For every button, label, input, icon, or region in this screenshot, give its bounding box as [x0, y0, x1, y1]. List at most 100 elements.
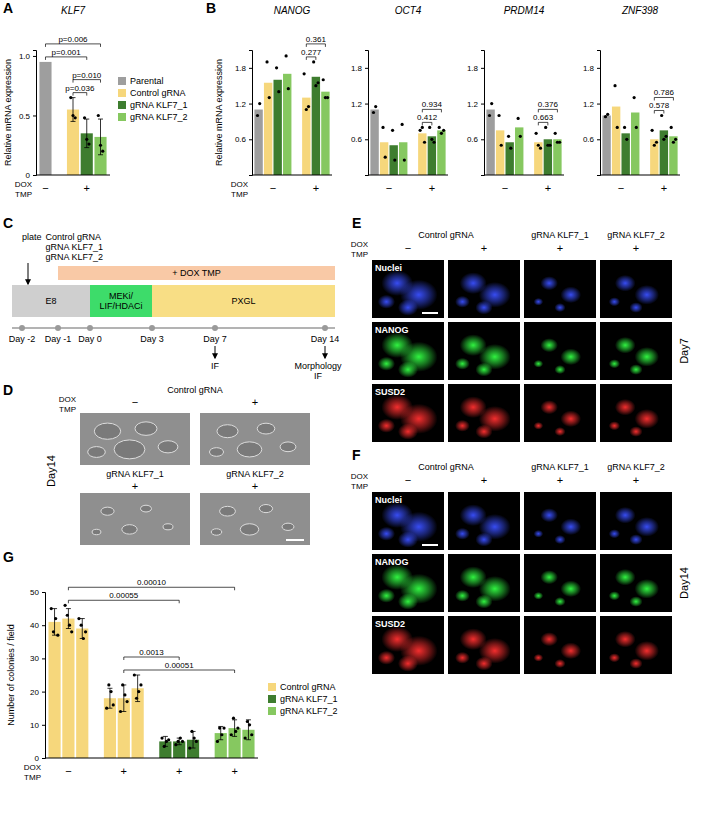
y-tick: 30: [30, 654, 45, 663]
bar: [62, 619, 74, 758]
y-axis-line: [33, 51, 37, 176]
day-label: Day -2: [9, 334, 36, 344]
scale-bar: [286, 539, 304, 541]
y-tick-mark: [42, 658, 45, 659]
data-point: [232, 717, 235, 720]
data-point: [139, 683, 142, 686]
micrograph: [448, 492, 520, 550]
data-point: [64, 604, 67, 607]
y-axis: 0.61.21.8: [235, 51, 253, 176]
figure: A00.51.0−+DOXTMPKLF7Relative mRNA expres…: [0, 0, 704, 817]
treatment-sign: −: [132, 396, 138, 408]
bar: [380, 142, 388, 175]
x-row-label: TMP: [15, 190, 32, 199]
p-value-label: 0.00051: [165, 661, 194, 670]
data-point: [653, 144, 656, 147]
bar: [418, 133, 426, 175]
micrograph: [372, 492, 444, 550]
panel-letter: A: [3, 0, 13, 16]
bar: [321, 92, 329, 175]
stage-label: LIF/HDACi: [99, 301, 142, 311]
significance-bracket: [306, 57, 316, 60]
treatment-sign: −: [405, 474, 411, 486]
y-tick: 0: [26, 171, 36, 180]
row-label: SUSD2: [375, 387, 405, 397]
x-category-label: −: [618, 182, 624, 194]
y-tick-mark: [249, 104, 252, 105]
data-point: [220, 733, 223, 736]
treatment-sign: −: [405, 242, 411, 254]
data-point: [101, 150, 104, 153]
treatment-sign: +: [252, 480, 258, 492]
stain-signal: [540, 338, 557, 352]
condition-label: TMP: [59, 405, 76, 414]
data-point: [234, 730, 237, 733]
data-point: [84, 630, 87, 633]
data-point: [218, 727, 221, 730]
y-tick: 1.0: [19, 52, 36, 61]
x-row-label: TMP: [24, 773, 41, 782]
chart-panel: A00.51.0−+DOXTMPKLF7Relative mRNA expres…: [3, 0, 188, 199]
y-tick-mark: [33, 115, 36, 116]
data-point: [287, 87, 290, 90]
bar: [669, 136, 677, 175]
data-point: [109, 690, 112, 693]
legend-swatch: [268, 695, 276, 703]
colony: [240, 524, 258, 535]
data-point: [606, 113, 609, 116]
error-bar: [191, 731, 196, 748]
y-tick: 20: [30, 688, 45, 697]
data-point: [258, 102, 261, 105]
data-point: [80, 624, 83, 627]
significance-bracket: [422, 122, 432, 125]
column-header: gRNA KLF7_2: [607, 462, 665, 472]
stain-signal: [378, 651, 395, 665]
day-label: Day 3: [140, 334, 164, 344]
y-tick: 1.8: [467, 64, 484, 73]
data-point: [623, 126, 626, 129]
legend-swatch: [118, 77, 126, 85]
data-point: [326, 96, 329, 99]
data-point: [250, 733, 253, 736]
data-point: [423, 141, 426, 144]
bar: [437, 130, 445, 175]
data-point: [160, 736, 163, 739]
data-point: [74, 116, 77, 119]
stain-signal: [561, 411, 582, 428]
panel-letter: D: [3, 382, 13, 398]
stain-signal: [554, 427, 565, 436]
y-tick: 0.6: [467, 135, 484, 144]
y-tick-label: 30: [30, 654, 39, 663]
data-point: [112, 703, 115, 706]
stage-label: E8: [45, 296, 56, 306]
plot-area: [254, 54, 329, 175]
treatment-sign: +: [481, 474, 487, 486]
y-tick: 50: [30, 588, 45, 597]
bar: [553, 139, 561, 175]
micrograph: [524, 554, 596, 612]
x-category-label: +: [661, 182, 667, 194]
stain-signal: [554, 535, 565, 544]
y-tick-label: 1.8: [467, 64, 479, 73]
x-category-label: −: [65, 765, 71, 777]
y-tick-mark: [33, 175, 36, 176]
stain-signal: [398, 593, 418, 609]
data-point: [558, 141, 561, 144]
error-bar: [121, 685, 126, 712]
data-point: [307, 105, 310, 108]
column-header: Control gRNA: [167, 385, 223, 395]
stain-signal: [554, 659, 565, 668]
data-point: [190, 730, 193, 733]
row-label: NANOG: [375, 325, 409, 335]
panel-letter: E: [352, 215, 361, 231]
y-tick-label: 0.6: [467, 135, 479, 144]
data-point: [497, 114, 500, 117]
micrograph: [200, 493, 310, 545]
y-tick: 0.6: [583, 135, 600, 144]
y-tick-label: 1.2: [467, 100, 479, 109]
data-point: [268, 96, 271, 99]
p-value-label: p=0.010: [72, 71, 102, 80]
bar: [486, 110, 494, 175]
data-point: [604, 115, 607, 118]
legend-swatch: [118, 89, 126, 97]
